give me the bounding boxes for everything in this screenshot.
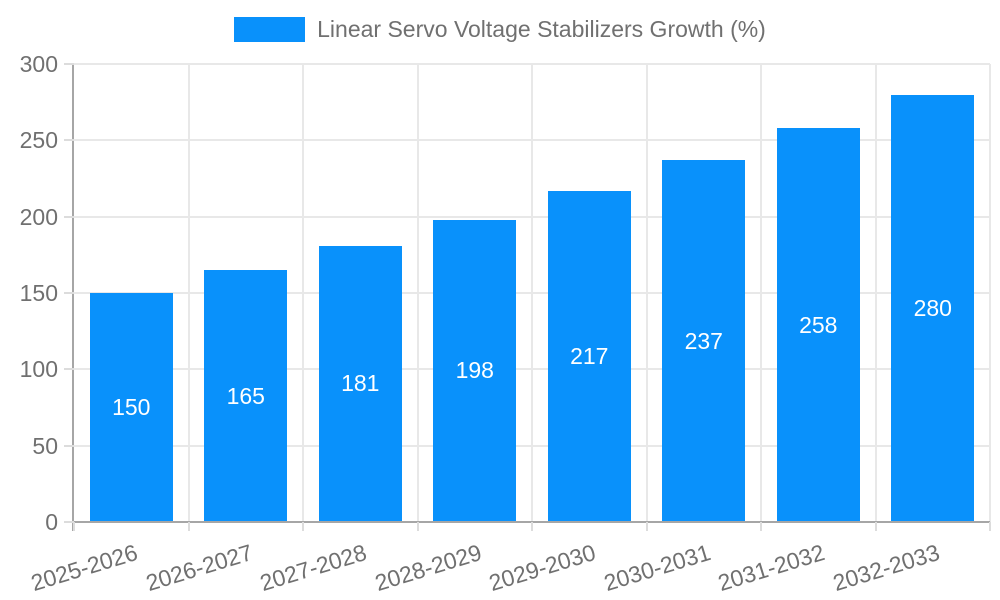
x-axis-tick-label: 2031-2032 [715,539,828,597]
x-axis-tick [73,522,75,531]
bar-value-label: 217 [570,342,609,369]
x-axis-tick-label: 2025-2026 [28,539,141,597]
bar[interactable]: 237 [662,160,746,522]
x-axis-tick-label: 2027-2028 [257,539,370,597]
x-axis-tick-label: 2026-2027 [142,539,256,597]
y-axis-tick [64,368,74,371]
y-axis-tick-label: 150 [19,280,58,306]
bar-value-label: 165 [226,382,265,409]
gridline-vertical [989,64,991,522]
x-axis-tick-label: 2030-2031 [600,539,714,597]
x-axis-tick-label: 2028-2029 [371,539,485,597]
bar[interactable]: 217 [547,190,631,522]
bar-value-label: 181 [341,370,380,397]
x-axis-tick [989,522,991,531]
x-axis-tick [416,522,419,531]
bar-value-label: 258 [799,311,838,338]
gridline-vertical [531,64,533,522]
y-axis-tick-label: 250 [19,127,58,154]
x-axis-tick [760,522,762,531]
y-axis-tick [64,215,74,218]
x-axis-tick [874,522,877,531]
bar[interactable]: 181 [318,245,402,522]
x-axis-tick-label: 2029-2030 [486,539,599,597]
plot-area: 150 165 181 198 217 237 258 280 [74,63,991,522]
bar[interactable]: 198 [433,219,517,522]
bar[interactable]: 150 [89,293,173,522]
gridline-vertical [645,64,648,522]
y-axis-tick-label: 0 [45,509,58,535]
y-axis-tick [64,521,74,523]
y-axis-tick-label: 100 [19,356,58,383]
x-axis-tick [645,522,648,531]
y-axis-tick [64,444,74,447]
y-axis-tick-label: 50 [32,432,58,459]
bar[interactable]: 165 [204,270,288,522]
bar-value-label: 198 [455,357,494,384]
gridline-vertical [874,64,877,522]
gridline-vertical [187,64,190,522]
y-axis-tick [64,139,74,142]
x-axis-tick [531,522,533,531]
gridline-vertical [302,64,304,522]
bar-value-label: 237 [684,327,723,354]
bar-value-label: 280 [913,294,952,321]
bar-value-label: 150 [112,394,151,420]
legend-swatch [234,17,306,42]
bar[interactable]: 258 [776,128,860,522]
y-axis-tick [64,63,74,65]
gridline-vertical [760,64,762,522]
x-axis-tick [187,522,190,531]
gridline-vertical [416,64,419,522]
y-axis-tick [64,292,74,294]
y-axis-tick-label: 300 [19,51,58,77]
legend-item[interactable]: Linear Servo Voltage Stabilizers Growth … [0,16,1000,43]
x-axis-tick-label: 2032-2033 [829,539,943,597]
x-axis-tick [302,522,304,531]
y-axis-tick-label: 200 [19,203,58,230]
legend-label: Linear Servo Voltage Stabilizers Growth … [317,16,766,42]
y-axis-line [72,64,74,531]
bar[interactable]: 280 [891,94,975,522]
